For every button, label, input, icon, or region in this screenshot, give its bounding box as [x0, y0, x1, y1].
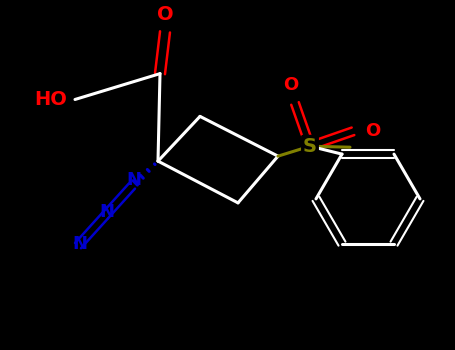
Text: N: N: [126, 171, 142, 189]
Text: N: N: [72, 234, 87, 253]
Text: O: O: [283, 76, 298, 93]
Text: O: O: [157, 5, 173, 24]
Text: O: O: [365, 122, 380, 140]
Text: S: S: [303, 137, 317, 156]
Text: N: N: [100, 203, 115, 221]
Text: HO: HO: [34, 90, 67, 109]
